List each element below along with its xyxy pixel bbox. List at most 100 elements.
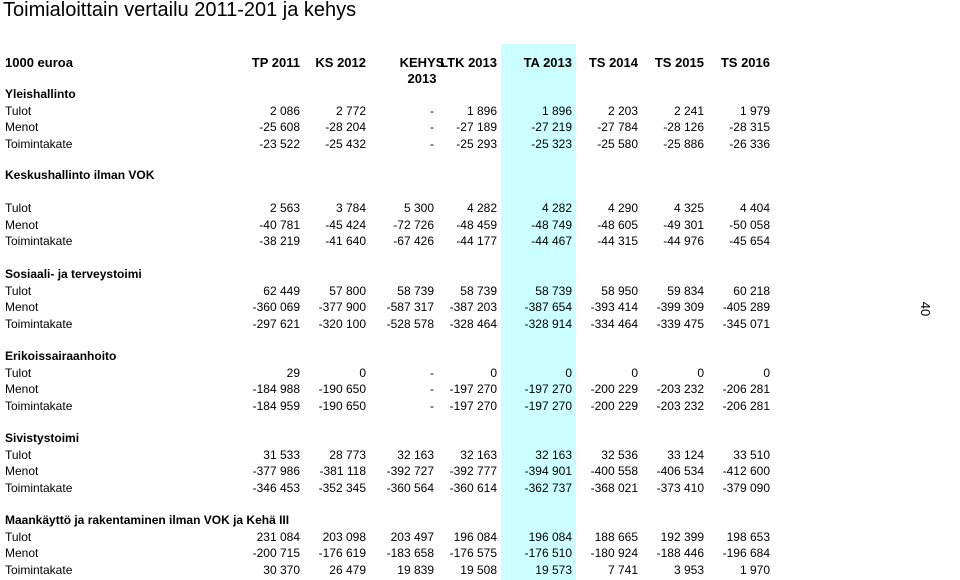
- col-header-kehys-year: 2013: [407, 71, 437, 86]
- table-cell: 198 653: [726, 529, 770, 544]
- table-cell: -38 219: [259, 234, 300, 248]
- table-cell: -25 608: [259, 120, 300, 134]
- table-cell: 62 449: [263, 283, 300, 298]
- page-title: Toimialoittain vertailu 2011-201 ja kehy…: [3, 0, 357, 21]
- table-cell: -48 459: [456, 217, 497, 232]
- table-cell: -334 464: [590, 316, 638, 331]
- table-cell: -387 654: [524, 300, 572, 314]
- table-row-tulot: Tulot 62 449 57 800 58 739 58 739 58 739 58 95…: [0, 283, 780, 299]
- table-cell: -190 650: [318, 382, 366, 396]
- table-row-menot: Menot -200 715 -176 619 -183 658 -176 575 -17…: [0, 545, 780, 561]
- table-cell: -206 281: [722, 398, 770, 413]
- table-cell: -203 232: [656, 398, 704, 413]
- table-cell: -360 564: [386, 480, 434, 495]
- col-header-ta-2013: TA 2013: [523, 55, 572, 70]
- table-cell: 19 573: [535, 562, 572, 577]
- table-row-toimintakate: Toimintakate -184 959 -190 650- -197 270 -19…: [0, 398, 780, 414]
- table-cell: -45 654: [729, 234, 770, 248]
- table-row-toimintakate: Toimintakate -38 219 -41 640 -67 426 -44 177…: [0, 233, 780, 249]
- table-row-toimintakate: Toimintakate -346 453 -352 345 -360 564 -360…: [0, 480, 780, 496]
- section-heading: Keskushallinto ilman VOK: [5, 168, 155, 182]
- table-cell: 59 834: [667, 283, 704, 298]
- row-label: Menot: [5, 546, 39, 560]
- table-row-menot: Menot -184 988 -190 650 - -197 270 -197 270 -2…: [0, 381, 780, 397]
- table-cell: 1 979: [739, 103, 770, 118]
- table-cell: 28 773: [329, 447, 366, 462]
- table-cell: -44 976: [663, 234, 704, 248]
- table-cell: -587 317: [386, 300, 434, 314]
- table-cell: 5 300: [403, 201, 434, 215]
- table-cell: -362 737: [524, 480, 572, 495]
- table-cell: -528 578: [386, 316, 434, 331]
- table-row-toimintakate: Toimintakate -297 621 -320 100 -528 578 -328…: [0, 316, 780, 332]
- table-cell: 196 084: [528, 529, 572, 544]
- table-cell: -40 781: [259, 217, 300, 232]
- table-cell: -27 219: [531, 120, 572, 134]
- table-cell: -373 410: [656, 480, 704, 495]
- table-cell: -200 229: [590, 398, 638, 413]
- table-cell: 1 896: [541, 103, 572, 118]
- table-cell: 4 282: [466, 201, 497, 215]
- unit-header: 1000 euroa: [5, 55, 73, 70]
- section-heading: Sosiaali- ja terveystoimi: [5, 267, 142, 281]
- table-row-toimintakate: Toimintakate 30 370 26 479 19 839 19 508 19 5…: [0, 562, 780, 578]
- table-cell: -206 281: [722, 382, 770, 396]
- table-cell: -48 749: [531, 217, 572, 232]
- table-cell: 58 739: [535, 283, 572, 298]
- table-cell: 26 479: [329, 562, 366, 577]
- table-cell: -377 986: [252, 464, 300, 478]
- table-cell: -346 453: [252, 480, 300, 495]
- table-cell: -368 021: [590, 480, 638, 495]
- table-cell: 4 404: [739, 201, 770, 215]
- table-cell: -352 345: [318, 480, 366, 495]
- col-header-kehys-label: KEHYS: [399, 55, 445, 70]
- table-cell: 32 163: [460, 447, 497, 462]
- table-cell: 1 970: [739, 562, 770, 577]
- col-header-ts-2014: TS 2014: [588, 55, 638, 70]
- col-header-ts-2015: TS 2015: [654, 55, 704, 70]
- row-label: Toimintakate: [5, 136, 73, 151]
- row-label: Menot: [5, 120, 39, 134]
- col-header-ts-2016: TS 2016: [720, 55, 770, 70]
- table-cell: -41 640: [325, 234, 366, 248]
- table-cell: -: [430, 365, 434, 380]
- row-label: Tulot: [5, 529, 32, 544]
- table-cell: -297 621: [252, 316, 300, 331]
- table-row-tulot: Tulot 2 563 3 784 5 300 4 282 4 282 4 290 4 325…: [0, 200, 780, 216]
- row-label: Toimintakate: [5, 316, 73, 331]
- table-row-menot: Menot -40 781 -45 424 -72 726 -48 459 -48 749…: [0, 217, 780, 233]
- table-cell: 203 098: [322, 529, 366, 544]
- table-cell: -176 619: [318, 546, 366, 560]
- table-cell: 7 741: [607, 562, 638, 577]
- row-label: Toimintakate: [5, 480, 73, 495]
- table-cell: 33 124: [667, 447, 704, 462]
- table-cell: -392 777: [449, 464, 497, 478]
- table-cell: -345 071: [722, 316, 770, 331]
- row-label: Toimintakate: [5, 398, 73, 413]
- table-row-toimintakate: Toimintakate -23 522 -25 432 - -25 293 -25 32…: [0, 136, 780, 152]
- section-heading: Yleishallinto: [5, 87, 76, 101]
- row-label: Menot: [5, 382, 39, 396]
- table-cell: 4 282: [541, 201, 572, 215]
- table-cell: 19 839: [397, 562, 434, 577]
- table-cell: -400 558: [590, 464, 638, 478]
- table-cell: -25 432: [325, 136, 366, 151]
- table-cell: -184 988: [252, 382, 300, 396]
- table-cell: 203 497: [390, 529, 434, 544]
- table-cell: 2 241: [673, 103, 704, 118]
- section-heading: Erikoissairaanhoito: [5, 349, 117, 363]
- table-cell: 196 084: [453, 529, 497, 544]
- table-cell: -399 309: [656, 300, 704, 314]
- table-cell: -26 336: [729, 136, 770, 151]
- table-cell: 60 218: [733, 283, 770, 298]
- table-cell: -25 323: [531, 136, 572, 151]
- row-label: Toimintakate: [5, 234, 73, 248]
- table-cell: -203 232: [656, 382, 704, 396]
- table-cell: 0: [763, 365, 770, 380]
- table-row-tulot: Tulot 31 533 28 773 32 163 32 163 32 163 32 53…: [0, 447, 780, 463]
- table-cell: 58 739: [460, 283, 497, 298]
- table-row-menot: Menot -360 069 -377 900 -587 317 -387 203 -38…: [0, 299, 780, 315]
- table-cell: 3 784: [335, 201, 366, 215]
- table-cell: -196 684: [722, 546, 770, 560]
- table-cell: 0: [490, 365, 497, 380]
